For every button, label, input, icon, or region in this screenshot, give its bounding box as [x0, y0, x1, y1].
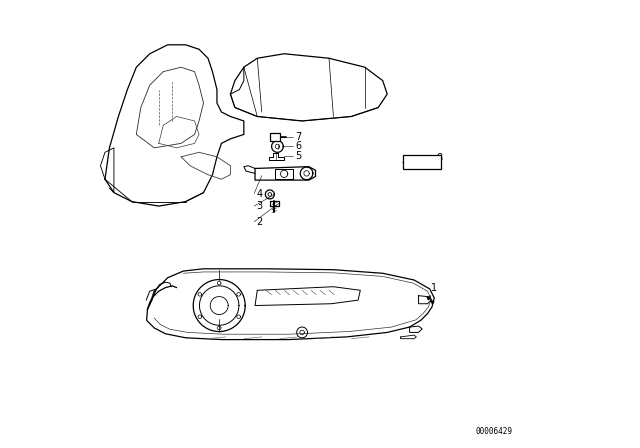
Text: 1: 1: [431, 284, 437, 293]
Text: 2: 2: [257, 217, 262, 227]
Text: 4: 4: [257, 189, 262, 198]
Text: 3: 3: [257, 201, 262, 211]
FancyBboxPatch shape: [270, 133, 280, 141]
Polygon shape: [271, 141, 284, 152]
FancyBboxPatch shape: [403, 155, 441, 169]
Text: 8: 8: [436, 153, 443, 163]
Text: 5: 5: [296, 151, 301, 161]
Text: 6: 6: [296, 142, 301, 151]
Text: 7: 7: [296, 132, 301, 142]
Text: 00006429: 00006429: [476, 427, 513, 436]
